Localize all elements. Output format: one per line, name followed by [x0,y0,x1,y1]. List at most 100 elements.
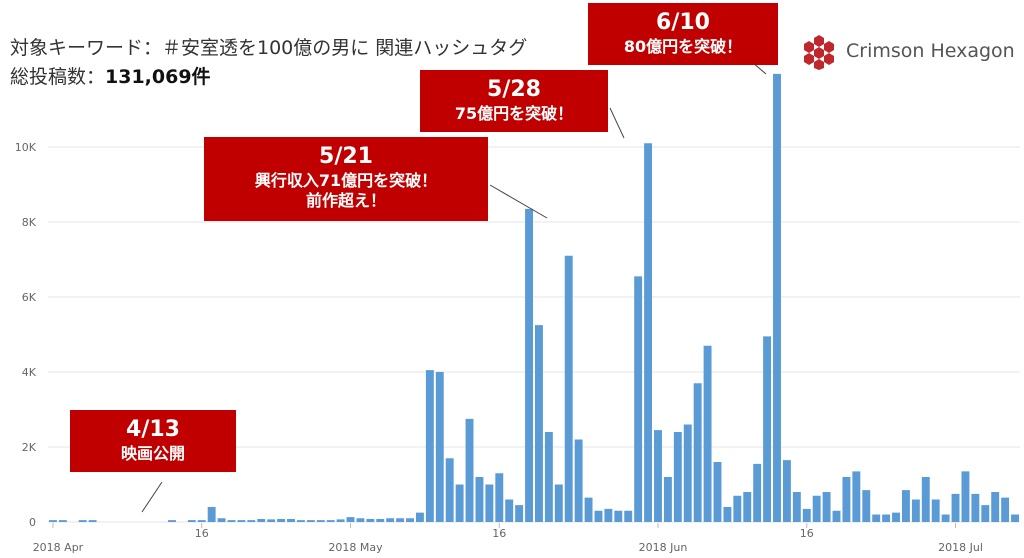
bar [941,514,950,522]
bar [574,439,583,522]
bar [326,520,335,522]
bar [773,73,781,522]
callout-text: 映画公開 [120,443,185,463]
y-tick-label: 10K [15,141,37,154]
bar [703,345,712,522]
bar [594,510,603,522]
bar [277,519,286,522]
bar [971,493,980,522]
bar [336,519,345,522]
bar [624,510,633,522]
bar [247,520,256,522]
leader-line-0528 [609,107,625,139]
bar [376,519,385,522]
bar [693,383,702,522]
bar [892,512,900,522]
bar [1001,497,1010,522]
chart-title: 対象キーワード：＃安室透を100億の男に 関連ハッシュタグ [10,37,528,59]
bar [981,505,990,522]
x-tick-label: 2018 May [328,541,383,554]
callout-date: 6/10 [656,10,710,35]
x-tick-label: 2018 Jun [639,541,688,554]
hexagon-logo-icon [804,35,834,70]
bar [882,514,891,522]
bar [961,471,970,522]
bar [654,430,662,522]
y-tick-label: 2K [22,441,37,454]
bar [535,325,543,522]
bar [663,477,672,522]
bar [911,499,920,522]
bar [604,508,613,522]
bar [554,484,563,522]
total-posts-value: 131,069件 [105,66,211,88]
bar [832,510,841,522]
x-tick-label: 16 [195,527,209,540]
callout-text: 前作超え！ [305,190,386,210]
bar [1011,514,1019,522]
bar [197,520,206,522]
bar [584,497,593,522]
bar [753,463,762,522]
bar [634,276,643,522]
bar [515,505,524,522]
callout-0528: 5/28 75億円を突破！ [420,70,608,132]
bar [495,473,504,522]
bar [168,520,176,522]
bar [812,495,821,522]
callout-0610: 6/10 80億円を突破！ [588,3,778,65]
bar [525,208,533,522]
bar [296,520,305,522]
bar [386,518,395,522]
bar [316,520,325,522]
callout-text: 80億円を突破！ [623,36,743,56]
bar [257,519,266,522]
x-tick-label: 2018 Apr [33,541,84,554]
bar-series [49,73,1019,522]
bar [792,492,801,522]
bar [723,507,732,522]
bar [683,424,692,522]
bar [644,143,653,522]
bar [951,493,960,522]
bar [901,490,910,522]
bar [505,499,514,522]
bar [49,520,57,522]
x-axis: 2018 Apr 16 2018 May 16 2018 Jun 16 2018 Jul [33,523,983,554]
bar [435,372,444,522]
bar [237,520,246,522]
bar [763,336,772,522]
bar [415,512,424,522]
bar [842,477,851,522]
bar [396,518,405,522]
y-tick-label: 8K [22,216,37,229]
callout-date: 4/13 [126,417,180,442]
callout-0413: 4/13 映画公開 [70,410,236,472]
bar [78,520,87,522]
bar [852,471,861,522]
bar [614,510,623,522]
callout-text: 75億円を突破！ [454,103,574,123]
bar [346,517,355,522]
callout-date: 5/28 [487,77,541,102]
bar [822,492,831,522]
bar [733,495,742,522]
bar [931,499,940,522]
bar [356,518,365,522]
bar [227,520,236,522]
x-tick-label: 2018 Jul [938,541,983,554]
y-tick-label: 6K [22,291,37,304]
leader-line-0521 [489,184,548,219]
bar [425,370,434,522]
bar [306,520,315,522]
bar [862,490,871,522]
bar [445,458,454,522]
bar [475,477,484,522]
x-tick-label: 16 [800,527,814,540]
bar [673,432,682,522]
logo-text: Crimson Hexagon [846,40,1015,62]
bar [544,432,553,522]
callout-0521: 5/21 興行収入71億円を突破！ 前作超え！ [204,137,488,221]
bar [366,519,375,522]
bar [58,520,67,522]
